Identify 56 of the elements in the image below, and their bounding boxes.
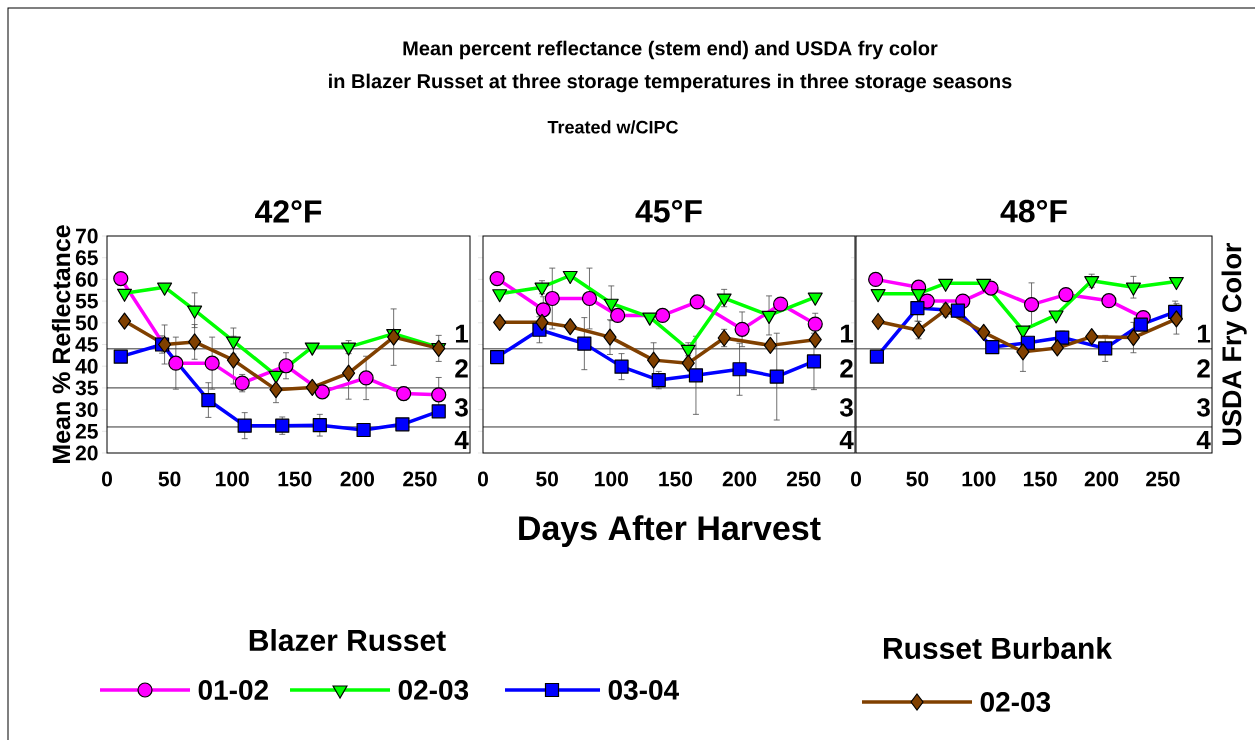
legend-label: 03-04: [608, 680, 679, 700]
x-axis-title: Days After Harvest: [519, 515, 821, 547]
legend-label: 01-02: [198, 680, 269, 700]
text: Blazer Russet: [249, 628, 446, 652]
y-tick-label: 70: [76, 228, 98, 244]
annotation: 2: [840, 359, 853, 378]
annotation: 1: [455, 324, 469, 343]
text: in Blazer Russet at three storage temperatures in three storage seasons: [329, 73, 1012, 93]
y-tick-label: 35: [75, 380, 98, 396]
x-tick-label: 50: [536, 471, 558, 487]
x-tick-label: 0: [478, 471, 488, 487]
chart-title: 48°F: [1000, 199, 1067, 223]
y-tick-label: 25: [75, 423, 98, 439]
annotation: 3: [1196, 398, 1210, 417]
annotation: 3: [839, 398, 853, 417]
y-tick-label: 40: [75, 358, 98, 374]
x-tick-label: 250: [403, 471, 437, 487]
y-tick-label: 60: [75, 271, 98, 287]
y-tick-label: 50: [75, 315, 98, 331]
text: Treated w/CIPC: [547, 120, 679, 134]
legend-label: 02-03: [980, 692, 1051, 712]
legend-label: 02-03: [398, 680, 469, 700]
x-tick-label: 50: [158, 471, 181, 487]
annotation: 2: [1197, 359, 1210, 378]
y-axis-title: Mean % Reflectance: [51, 225, 71, 464]
x-tick-label: 150: [659, 471, 693, 487]
y-tick-label: 45: [75, 337, 98, 352]
y-tick-label: 30: [75, 402, 98, 418]
x-tick-label: 150: [278, 471, 312, 487]
x-tick-label: 250: [786, 471, 821, 487]
annotation: 4: [1196, 431, 1211, 449]
y-tick-label: 65: [75, 250, 98, 266]
annotation: 1: [1197, 324, 1211, 343]
y2-axis-title: USDA Fry Color: [1221, 242, 1247, 445]
y-tick-label: 20: [75, 445, 98, 461]
x-tick-label: 200: [722, 471, 757, 487]
text: Russet Burbank: [883, 636, 1113, 660]
x-tick-label: 200: [340, 471, 375, 487]
x-tick-label: 0: [851, 471, 861, 487]
annotation: 3: [454, 398, 468, 417]
annotation: 4: [839, 431, 854, 449]
y-tick-label: 55: [75, 293, 98, 309]
chart-title: 42°F: [255, 200, 322, 223]
x-tick-label: 100: [215, 471, 249, 487]
x-tick-label: 100: [595, 471, 628, 487]
annotation: 2: [455, 359, 468, 378]
chart-title: 45°F: [635, 199, 702, 223]
x-tick-label: 0: [102, 471, 112, 487]
annotation: 4: [454, 431, 469, 449]
x-tick-label: 200: [1084, 471, 1119, 487]
x-tick-label: 250: [1146, 471, 1180, 487]
x-tick-label: 150: [1023, 471, 1057, 487]
x-tick-label: 100: [962, 471, 996, 487]
annotation: 1: [840, 324, 854, 343]
text: Mean percent reflectance (stem end) and USDA fry color: [403, 40, 938, 60]
x-tick-label: 50: [906, 471, 929, 487]
